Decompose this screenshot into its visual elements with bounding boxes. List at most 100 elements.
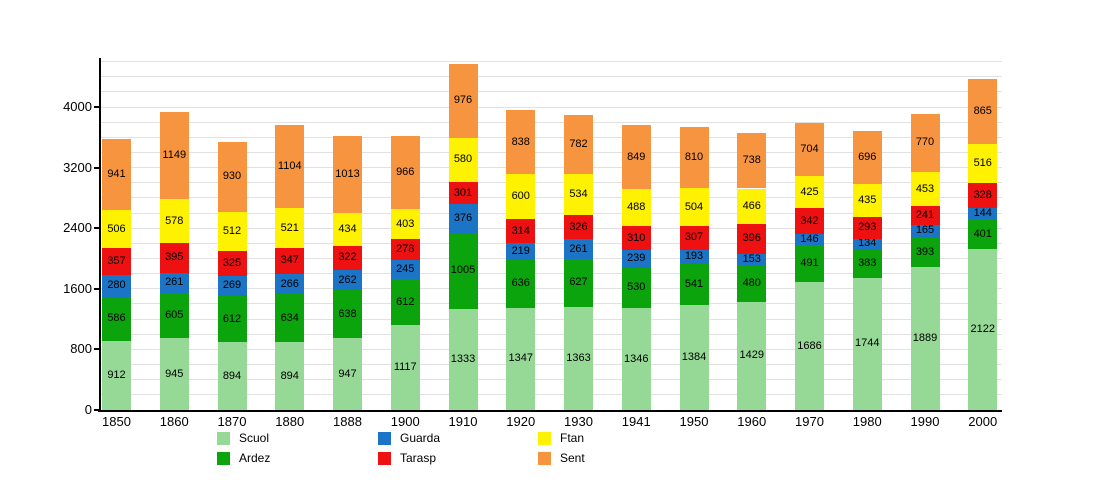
bar-segment-value: 245 <box>396 263 415 276</box>
bar-segment-scuol: 1384 <box>679 305 709 410</box>
bar-segment-ardez: 1005 <box>448 232 478 310</box>
bar-segment-ftan: 504 <box>679 188 709 227</box>
bar-segment-value: 241 <box>915 209 935 221</box>
bar-segment-ftan: 521 <box>275 208 305 248</box>
bar-segment-value: 146 <box>800 233 819 246</box>
bar-segment-value: 1117 <box>393 361 417 374</box>
x-axis-year-label: 1870 <box>217 414 247 429</box>
x-axis-year-label: 1920 <box>506 414 536 429</box>
bar-segment-value: 770 <box>915 136 935 149</box>
bar-segment-ftan: 534 <box>564 174 593 215</box>
bar-segment-value: 1384 <box>681 351 707 364</box>
bar-segment-value: 307 <box>684 231 704 244</box>
bar-segment-value: 600 <box>511 190 530 203</box>
bar-segment-sent: 696 <box>852 130 882 184</box>
bar-segment-value: 912 <box>107 368 126 381</box>
bar-segment-guarda: 262 <box>333 270 362 290</box>
bar-segment-ftan: 403 <box>390 208 420 240</box>
bar-segment-guarda: 144 <box>968 207 998 219</box>
bar-segment-tarasp: 342 <box>795 208 824 235</box>
x-axis-year-label: 1941 <box>621 414 651 429</box>
bar-segment-value: 838 <box>511 135 530 148</box>
bar-segment-value: 314 <box>511 224 530 237</box>
bar-segment-value: 328 <box>973 189 992 202</box>
bar-segment-value: 638 <box>338 307 357 320</box>
bar-segment-ftan: 466 <box>737 188 767 224</box>
bar-segment-scuol: 1333 <box>448 309 478 410</box>
bar-segment-value: 534 <box>569 188 588 201</box>
bar-segment-value: 1363 <box>566 351 591 364</box>
bar-segment-value: 704 <box>800 142 819 155</box>
bar-segment-guarda: 165 <box>910 224 940 238</box>
bar-segment-value: 401 <box>973 227 992 240</box>
x-axis-year-label: 1990 <box>910 414 940 429</box>
bar-segment-tarasp: 328 <box>968 183 998 208</box>
bar-segment-scuol: 2122 <box>968 249 998 410</box>
bar-segment-value: 134 <box>858 237 877 250</box>
gridline <box>100 333 1002 335</box>
bar-segment-guarda: 245 <box>390 260 420 280</box>
legend-label-ftan: Ftan <box>560 431 585 445</box>
gridline <box>100 182 1002 184</box>
gridline <box>100 273 1002 275</box>
bar-segment-guarda: 146 <box>795 233 824 246</box>
bar-segment-value: 966 <box>396 165 415 178</box>
bar-segment-value: 1347 <box>508 352 533 365</box>
x-axis-year-label: 1950 <box>679 414 709 429</box>
bar-segment-scuol: 894 <box>217 342 247 410</box>
bar-segment-value: 1429 <box>739 349 764 362</box>
bar-segment-value: 738 <box>742 154 761 167</box>
bar-segment-sent: 1013 <box>333 136 362 213</box>
bar-segment-value: 491 <box>800 257 819 270</box>
bar-segment-ftan: 453 <box>910 172 940 207</box>
bar-segment-sent: 1104 <box>275 124 305 209</box>
gridline <box>100 242 1002 244</box>
bar-segment-guarda: 266 <box>275 274 305 295</box>
bar-segment-value: 1013 <box>335 167 360 180</box>
bar-segment-value: 941 <box>107 167 126 180</box>
gridline <box>100 364 1002 366</box>
bar-segment-ftan: 578 <box>159 199 189 243</box>
gridline <box>100 288 1002 290</box>
bar-segment-value: 1889 <box>912 331 938 344</box>
bar-segment-value: 261 <box>569 242 588 255</box>
bar-segment-tarasp: 395 <box>159 242 189 273</box>
bar-segment-value: 516 <box>973 157 992 170</box>
bar-segment-ardez: 480 <box>737 265 767 302</box>
gridline <box>100 303 1002 305</box>
bar-segment-ardez: 541 <box>679 264 709 306</box>
y-axis-tick <box>94 348 100 351</box>
x-axis-year-label: 1930 <box>564 414 593 429</box>
bar-segment-scuol: 1363 <box>564 306 593 410</box>
bar-segment-value: 586 <box>107 312 126 325</box>
bar-segment-tarasp: 310 <box>621 226 651 250</box>
x-axis-year-label: 1880 <box>275 414 305 429</box>
bar-segment-scuol: 912 <box>102 340 131 410</box>
bar-segment-sent: 810 <box>679 126 709 189</box>
bar-segment-ardez: 612 <box>390 279 420 326</box>
bar-segment-value: 976 <box>453 94 473 107</box>
bar-segment-value: 894 <box>280 369 299 382</box>
legend-label-guarda: Guarda <box>400 431 441 445</box>
bar-segment-value: 512 <box>222 225 242 238</box>
bar-segment-value: 612 <box>222 312 242 325</box>
legend-label-scuol: Scuol <box>239 431 270 445</box>
bar-segment-guarda: 261 <box>564 239 593 260</box>
bar-segment-value: 634 <box>280 311 299 324</box>
bar-segment-guarda: 261 <box>159 272 189 293</box>
bar-segment-value: 396 <box>742 232 761 245</box>
bar-segment-tarasp: 293 <box>852 216 882 239</box>
bar-segment-tarasp: 278 <box>390 239 420 261</box>
bar-segment-ardez: 636 <box>506 259 536 308</box>
bar-segment-value: 466 <box>742 199 761 212</box>
bar-segment-value: 261 <box>165 276 184 289</box>
y-axis-tick-label: 3200 <box>63 159 92 175</box>
bar-segment-value: 945 <box>165 367 184 380</box>
bar-segment-value: 696 <box>858 150 877 163</box>
legend-label-tarasp: Tarasp <box>400 451 437 465</box>
bar-segment-tarasp: 322 <box>333 245 362 271</box>
bar-segment-tarasp: 241 <box>910 206 940 225</box>
bar-segment-value: 347 <box>280 254 299 267</box>
bar-segment-value: 1346 <box>624 352 649 365</box>
